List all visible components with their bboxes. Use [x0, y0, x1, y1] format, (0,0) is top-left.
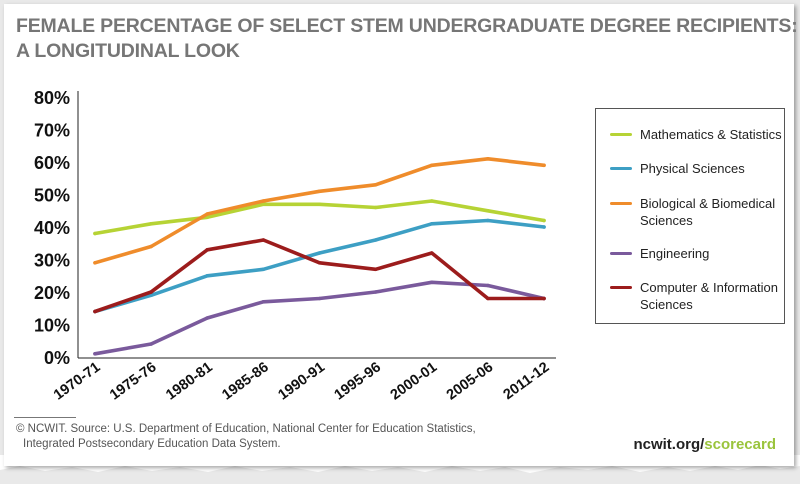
data-point	[317, 202, 322, 207]
data-point	[317, 296, 322, 301]
data-point	[429, 221, 434, 226]
brand-url-main: ncwit.org/	[633, 436, 705, 453]
data-point	[429, 280, 434, 285]
legend-label: Engineering	[640, 246, 710, 261]
legend-label: Physical Sciences	[640, 161, 745, 176]
data-point	[205, 316, 210, 320]
data-point	[205, 212, 210, 216]
legend-swatch	[610, 286, 632, 289]
legend-swatch	[610, 202, 632, 205]
data-point	[542, 163, 546, 168]
data-point	[317, 251, 322, 255]
legend-label: Mathematics & Statistics	[640, 127, 782, 142]
x-tick-label: 2000-01	[388, 359, 440, 403]
y-tick-label: 30%	[34, 251, 70, 271]
data-point	[373, 182, 378, 187]
y-tick-label: 60%	[34, 153, 70, 173]
legend-swatch	[610, 133, 632, 136]
brand-url[interactable]: ncwit.org/scorecard	[633, 436, 776, 453]
series-line-3	[93, 157, 546, 265]
y-tick-label: 70%	[34, 121, 70, 141]
chart-title-line-1: FEMALE PERCENTAGE OF SELECT STEM UNDERGR…	[16, 15, 798, 37]
data-point	[373, 238, 378, 242]
data-point	[429, 163, 434, 168]
data-point	[93, 351, 97, 356]
y-tick-label: 50%	[34, 186, 70, 206]
data-point	[149, 244, 153, 249]
data-point	[93, 231, 97, 236]
data-point	[93, 260, 97, 265]
chart-card: FEMALE PERCENTAGE OF SELECT STEM UNDERGR…	[4, 4, 798, 466]
data-point	[261, 238, 266, 242]
y-tick-label: 10%	[34, 316, 70, 336]
data-point	[486, 296, 490, 301]
data-point	[93, 309, 97, 314]
data-point	[205, 273, 210, 278]
data-point	[261, 202, 266, 207]
x-tick-label: 1980-81	[163, 359, 215, 403]
y-tick-label: 40%	[34, 218, 70, 238]
source-line-1: © NCWIT. Source: U.S. Department of Educ…	[16, 423, 476, 435]
x-tick-label: 2011-12	[501, 359, 553, 403]
chart-legend: Mathematics & Statistics Physical Science…	[595, 108, 785, 324]
chart-title-line-2: A LONGITUDINAL LOOK	[16, 40, 240, 62]
data-point	[261, 267, 266, 272]
data-point	[261, 299, 266, 304]
brand-url-accent: scorecard	[704, 436, 776, 453]
data-point	[542, 218, 546, 223]
data-point	[373, 267, 378, 272]
data-point	[486, 283, 490, 288]
legend-label: Computer & Information Sciences	[640, 280, 779, 312]
data-point	[149, 293, 153, 298]
source-line-2: Integrated Postsecondary Education Data …	[23, 438, 281, 450]
data-point	[486, 208, 490, 213]
data-point	[317, 189, 322, 194]
data-point	[429, 199, 434, 203]
data-point	[149, 342, 153, 346]
legend-label: Biological & Biomedical Sciences	[640, 196, 776, 228]
line-chart: 0%10%20%30%40%50%60%70%80%1970-71 1975-76…	[34, 88, 556, 404]
legend-swatch	[610, 252, 632, 255]
legend-swatch	[610, 167, 632, 170]
y-tick-label: 80%	[34, 88, 70, 108]
source-rule	[14, 417, 76, 418]
data-point	[542, 225, 546, 229]
data-point	[149, 290, 153, 294]
x-tick-label: 1995-96	[332, 359, 384, 403]
data-point	[486, 218, 490, 223]
x-tick-label: 2005-06	[444, 359, 496, 403]
data-point	[373, 290, 378, 294]
data-point	[317, 260, 322, 265]
data-point	[542, 296, 546, 301]
series-line-5	[93, 238, 546, 314]
data-point	[261, 199, 266, 203]
y-tick-label: 0%	[44, 348, 70, 368]
x-tick-label: 1975-76	[107, 359, 159, 403]
x-tick-label: 1990-91	[275, 359, 327, 403]
data-point	[149, 221, 153, 226]
data-point	[429, 251, 434, 255]
data-point	[205, 247, 210, 252]
y-tick-label: 20%	[34, 283, 70, 303]
data-point	[486, 156, 490, 161]
data-point	[373, 205, 378, 210]
x-tick-label: 1985-86	[219, 359, 271, 403]
